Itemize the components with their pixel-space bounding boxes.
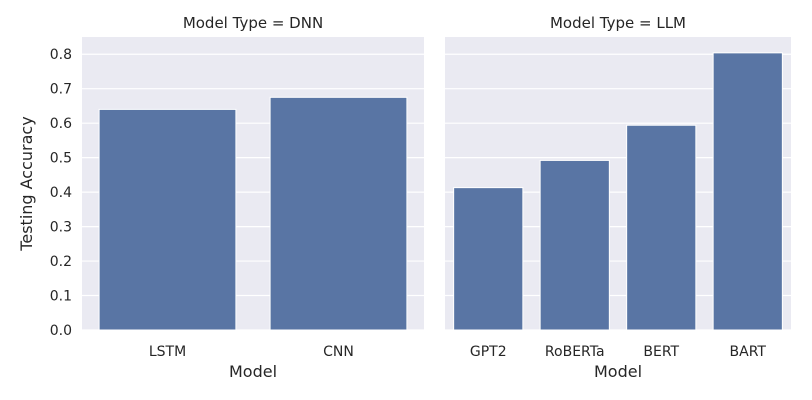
- panel-title-dnn: Model Type = DNN: [183, 14, 323, 32]
- bars-llm: [453, 52, 783, 331]
- bar-gpt2: [453, 187, 524, 331]
- x-tick-labels-dnn: LSTM CNN: [149, 344, 354, 360]
- x-tick-labels-llm: GPT2 RoBERTa BERT BART: [470, 344, 767, 360]
- y-tick-label: 0.7: [50, 82, 72, 98]
- x-tick-label: BART: [730, 344, 767, 360]
- panel-llm: GPT2 RoBERTa BERT BART Model Type = LLM Mod…: [445, 14, 791, 381]
- bars-dnn: [98, 96, 408, 331]
- bar-roberta: [539, 159, 610, 331]
- x-axis-label-llm: Model: [594, 362, 642, 381]
- x-tick-label: GPT2: [470, 344, 507, 360]
- x-tick-label: LSTM: [149, 344, 186, 360]
- y-tick-label: 0.0: [50, 323, 72, 339]
- panel-dnn: 0.0 0.1 0.2 0.3 0.4 0.5 0.6 0.7 0.8 LSTM CNN Mode…: [17, 14, 424, 381]
- y-tick-label: 0.2: [50, 254, 72, 270]
- bar-lstm: [98, 108, 237, 331]
- y-tick-label: 0.3: [50, 220, 72, 236]
- y-tick-label: 0.8: [50, 47, 72, 63]
- panel-title-llm: Model Type = LLM: [550, 14, 686, 32]
- bar-cnn: [269, 96, 408, 331]
- bar-bert: [626, 124, 697, 331]
- bar-bart: [712, 52, 783, 331]
- y-tick-label: 0.1: [50, 289, 72, 305]
- x-axis-label-dnn: Model: [229, 362, 277, 381]
- y-tick-labels: 0.0 0.1 0.2 0.3 0.4 0.5 0.6 0.7 0.8: [50, 47, 72, 339]
- y-tick-label: 0.5: [50, 151, 72, 167]
- y-axis-label: Testing Accuracy: [17, 116, 36, 251]
- y-tick-label: 0.4: [50, 185, 72, 201]
- x-tick-label: BERT: [643, 344, 679, 360]
- y-tick-label: 0.6: [50, 116, 72, 132]
- x-tick-label: CNN: [323, 344, 354, 360]
- x-tick-label: RoBERTa: [545, 344, 605, 360]
